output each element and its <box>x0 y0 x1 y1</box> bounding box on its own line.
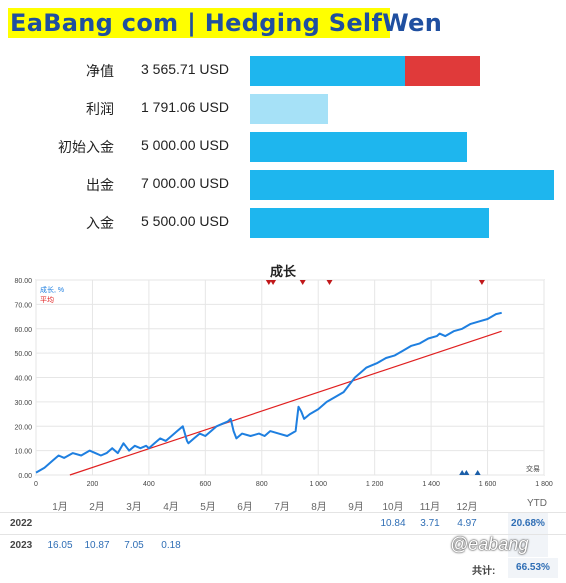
month-header: 7月 <box>274 502 290 513</box>
stat-value: 1 791.06 USD <box>141 99 229 115</box>
ytd-header: YTD <box>527 498 547 509</box>
stat-row: 利润 1 791.06 USD <box>0 91 566 125</box>
x-axis-label: 交易 <box>526 464 540 473</box>
month-value: 0.18 <box>161 540 181 551</box>
month-header: 8月 <box>311 502 327 513</box>
month-header: 12月 <box>456 502 478 513</box>
x-tick-label: 800 <box>256 481 268 488</box>
stat-label: 净值 <box>86 63 114 79</box>
month-value: 4.97 <box>457 518 477 529</box>
stat-row: 出金 7 000.00 USD <box>0 167 566 201</box>
stat-bar-segment <box>250 56 405 86</box>
month-header: 2月 <box>89 502 105 513</box>
y-tick-label: 40.00 <box>14 376 32 383</box>
year-label: 2022 <box>10 518 33 529</box>
growth-chart: 0.00 10.00 20.00 30.00 40.00 50.00 60.00 70.00 8… <box>14 278 553 488</box>
event-marker-bottom <box>459 470 466 475</box>
y-tick-label: 70.00 <box>14 302 32 309</box>
stat-label: 入金 <box>86 215 114 231</box>
y-tick-label: 20.00 <box>14 424 32 431</box>
x-tick-label: 1 200 <box>366 481 384 488</box>
month-header: 5月 <box>200 502 216 513</box>
stat-label: 出金 <box>86 177 114 193</box>
x-tick-label: 200 <box>87 481 99 488</box>
month-header: 11月 <box>419 502 441 513</box>
month-header: 9月 <box>348 502 364 513</box>
stat-bar-segment <box>405 56 480 86</box>
total-label: 共计: <box>472 566 496 577</box>
month-value: 3.71 <box>420 518 440 529</box>
stat-row: 入金 5 500.00 USD <box>0 205 566 239</box>
month-header: 3月 <box>126 502 142 513</box>
month-header-row: 1月 2月 3月 4月 5月 6月 7月 8月 9月 10月 11月 12月 YTD <box>0 495 566 513</box>
year-label: 2023 <box>10 540 33 551</box>
legend-entry-average: 平均 <box>40 295 54 304</box>
event-marker-top <box>265 280 272 285</box>
average-line <box>69 330 502 476</box>
y-tick-label: 10.00 <box>14 449 32 456</box>
month-value: 10.84 <box>380 518 406 529</box>
y-tick-label: 0.00 <box>18 473 32 480</box>
stat-row: 初始入金 5 000.00 USD <box>0 129 566 163</box>
x-tick-label: 0 <box>34 481 38 488</box>
x-tick-label: 1 600 <box>479 481 497 488</box>
stat-bar-segment <box>250 94 328 124</box>
y-tick-label: 80.00 <box>14 278 32 285</box>
ytd-value: 20.68% <box>508 513 548 535</box>
month-value: 16.05 <box>47 540 73 551</box>
stat-label: 利润 <box>86 101 114 117</box>
watermark: @eabang <box>450 534 529 554</box>
x-tick-label: 600 <box>199 481 211 488</box>
y-tick-label: 50.00 <box>14 351 32 358</box>
ytd-value <box>508 535 548 557</box>
stat-value: 7 000.00 USD <box>141 175 229 191</box>
stat-row: 净值 3 565.71 USD <box>0 53 566 87</box>
stat-label: 初始入金 <box>58 139 114 155</box>
x-tick-label: 400 <box>143 481 155 488</box>
stat-bar-segment <box>250 132 467 162</box>
total-value: 66.53% <box>508 558 558 578</box>
y-tick-label: 60.00 <box>14 327 32 334</box>
stat-bar-segment <box>250 208 489 238</box>
month-header: 6月 <box>237 502 253 513</box>
month-header: 1月 <box>52 502 68 513</box>
month-header: 10月 <box>382 502 404 513</box>
x-tick-label: 1 400 <box>422 481 440 488</box>
event-marker-top <box>478 280 485 285</box>
stat-value: 3 565.71 USD <box>141 61 229 77</box>
page-title: EaBang com | Hedging SelfWen <box>10 9 443 37</box>
x-tick-label: 1 000 <box>309 481 327 488</box>
chart-title: 成长 <box>269 264 296 279</box>
y-tick-label: 30.00 <box>14 400 32 407</box>
month-value: 10.87 <box>84 540 110 551</box>
event-marker-top <box>299 280 306 285</box>
x-tick-label: 1 800 <box>535 481 553 488</box>
event-marker-bottom <box>463 470 470 475</box>
event-marker-bottom <box>474 470 481 475</box>
stat-value: 5 000.00 USD <box>141 137 229 153</box>
stat-bar-segment <box>250 170 554 200</box>
growth-line <box>35 311 502 474</box>
event-marker-top <box>270 280 277 285</box>
event-marker-top <box>326 280 333 285</box>
performance-row: 2022 10.84 3.71 4.97 20.68% <box>0 512 566 535</box>
performance-row: 2023 16.05 10.87 7.05 0.18 <box>0 534 566 557</box>
title-banner <box>8 8 390 38</box>
legend-entry-growth: 成长, % <box>40 285 64 294</box>
stat-value: 5 500.00 USD <box>141 213 229 229</box>
month-value: 7.05 <box>124 540 144 551</box>
month-header: 4月 <box>163 502 179 513</box>
